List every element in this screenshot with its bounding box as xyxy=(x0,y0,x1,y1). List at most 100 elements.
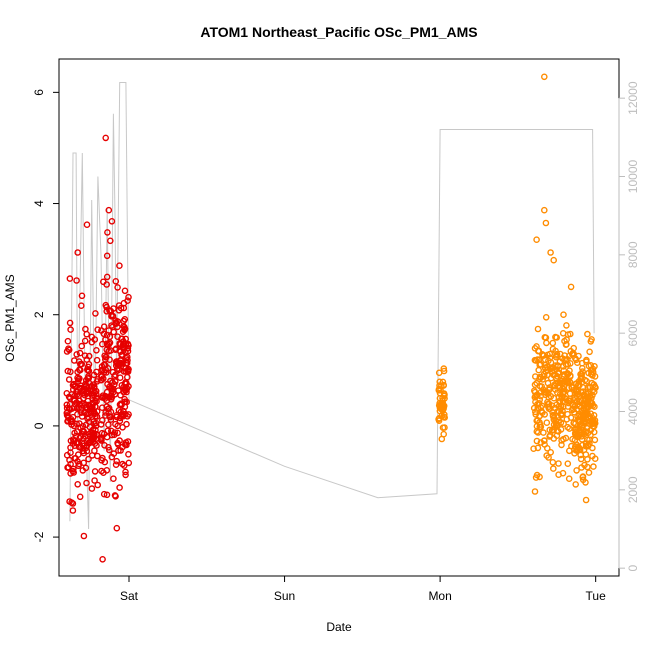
series-b-point xyxy=(435,369,443,377)
series-b-point xyxy=(573,441,580,448)
series-a-point xyxy=(102,366,110,374)
series-b-point xyxy=(585,414,593,422)
series-b-point xyxy=(441,395,448,402)
series-a-point xyxy=(121,395,128,403)
series-a-point xyxy=(105,327,113,334)
series-a-point xyxy=(110,450,118,457)
series-b-point xyxy=(542,313,550,321)
series-a-point xyxy=(66,275,74,282)
y2-tick-label: 12000 xyxy=(626,81,640,115)
series-a-point xyxy=(120,340,128,348)
series-b-point xyxy=(587,398,594,405)
series-a-point xyxy=(77,433,84,440)
series-a-point xyxy=(117,304,125,312)
series-b-point xyxy=(547,448,555,456)
series-b-point xyxy=(586,348,593,356)
series-a-point xyxy=(90,438,97,446)
series-a-point xyxy=(93,390,100,398)
series-b-point xyxy=(439,424,447,432)
series-a-point xyxy=(124,344,132,352)
series-b-point xyxy=(544,371,551,379)
series-a-point xyxy=(103,273,111,281)
series-a-point xyxy=(63,411,71,419)
series-b-point xyxy=(542,219,550,227)
series-a-point xyxy=(64,408,71,416)
series-b-point xyxy=(560,388,568,396)
series-a-point xyxy=(93,356,101,364)
series-b-point xyxy=(436,382,443,389)
series-a-point xyxy=(73,277,80,284)
series-a-point xyxy=(109,312,117,320)
series-b-point xyxy=(548,426,556,434)
series-a-point xyxy=(111,390,119,398)
y2-tick-label: 6000 xyxy=(626,319,640,346)
series-b-point xyxy=(556,358,564,366)
series-a-point xyxy=(85,455,92,463)
series-a-point xyxy=(106,333,114,341)
series-b-point xyxy=(550,421,558,429)
series-a-point xyxy=(99,416,106,424)
series-a-point xyxy=(121,403,129,411)
series-b-point xyxy=(558,441,565,449)
series-b-point xyxy=(535,366,543,374)
x-tick-label: Tue xyxy=(586,589,607,603)
series-a-point xyxy=(102,412,109,419)
series-b-point xyxy=(590,463,597,470)
y2-tick-label: 10000 xyxy=(626,159,640,193)
series-b-point xyxy=(541,206,548,214)
series-a-point xyxy=(74,249,81,256)
series-a-point xyxy=(64,412,72,420)
series-a-point xyxy=(91,447,98,455)
series-b-point xyxy=(564,410,571,418)
series-a-point xyxy=(122,378,129,386)
series-b-point xyxy=(542,389,550,396)
series-b-point xyxy=(534,444,542,452)
y-tick-label: 2 xyxy=(32,311,46,318)
series-a-point xyxy=(112,345,120,353)
series-a-point xyxy=(87,386,95,393)
series-a-point xyxy=(83,479,90,487)
series-a-point xyxy=(114,439,121,447)
series-a-point xyxy=(78,342,85,350)
series-a-point xyxy=(78,292,86,300)
series-b-point xyxy=(562,341,570,349)
series-b-point xyxy=(576,403,584,410)
series-b-point xyxy=(557,377,565,384)
series-b-point xyxy=(531,381,539,389)
series-a-point xyxy=(113,524,121,532)
series-b-point xyxy=(530,404,538,412)
series-b-point xyxy=(561,394,569,402)
series-a-point xyxy=(76,349,84,357)
series-b-point xyxy=(559,329,567,337)
series-b-point xyxy=(583,424,591,432)
series-b-point xyxy=(591,362,598,370)
series-b-point xyxy=(533,437,541,445)
series-b-point xyxy=(546,385,553,393)
series-b-point xyxy=(548,367,556,375)
series-a-point xyxy=(99,556,106,563)
series-a-point xyxy=(73,351,80,358)
y2-tick-label: 0 xyxy=(626,565,640,572)
series-b-point xyxy=(564,423,572,431)
series-b-point xyxy=(534,404,542,412)
series-b-point xyxy=(553,421,561,429)
series-a-point xyxy=(78,360,85,368)
series-a-point xyxy=(120,388,128,396)
series-a-point xyxy=(112,277,120,285)
series-b-point xyxy=(439,378,447,386)
series-b-point xyxy=(579,364,586,372)
series-a-point xyxy=(66,498,73,505)
series-b-point xyxy=(572,428,579,436)
series-b-point xyxy=(551,381,558,389)
series-b-point xyxy=(587,361,595,369)
series-b-point xyxy=(578,370,586,378)
series-b-point xyxy=(567,360,574,367)
series-b-point xyxy=(540,437,548,445)
series-a-point xyxy=(74,377,82,385)
series-b-point xyxy=(578,436,586,443)
series-a-point xyxy=(114,333,121,341)
series-a-point xyxy=(120,317,127,325)
series-a-point xyxy=(113,457,120,465)
series-b-point xyxy=(531,488,539,495)
x-tick-label: Mon xyxy=(428,589,451,603)
